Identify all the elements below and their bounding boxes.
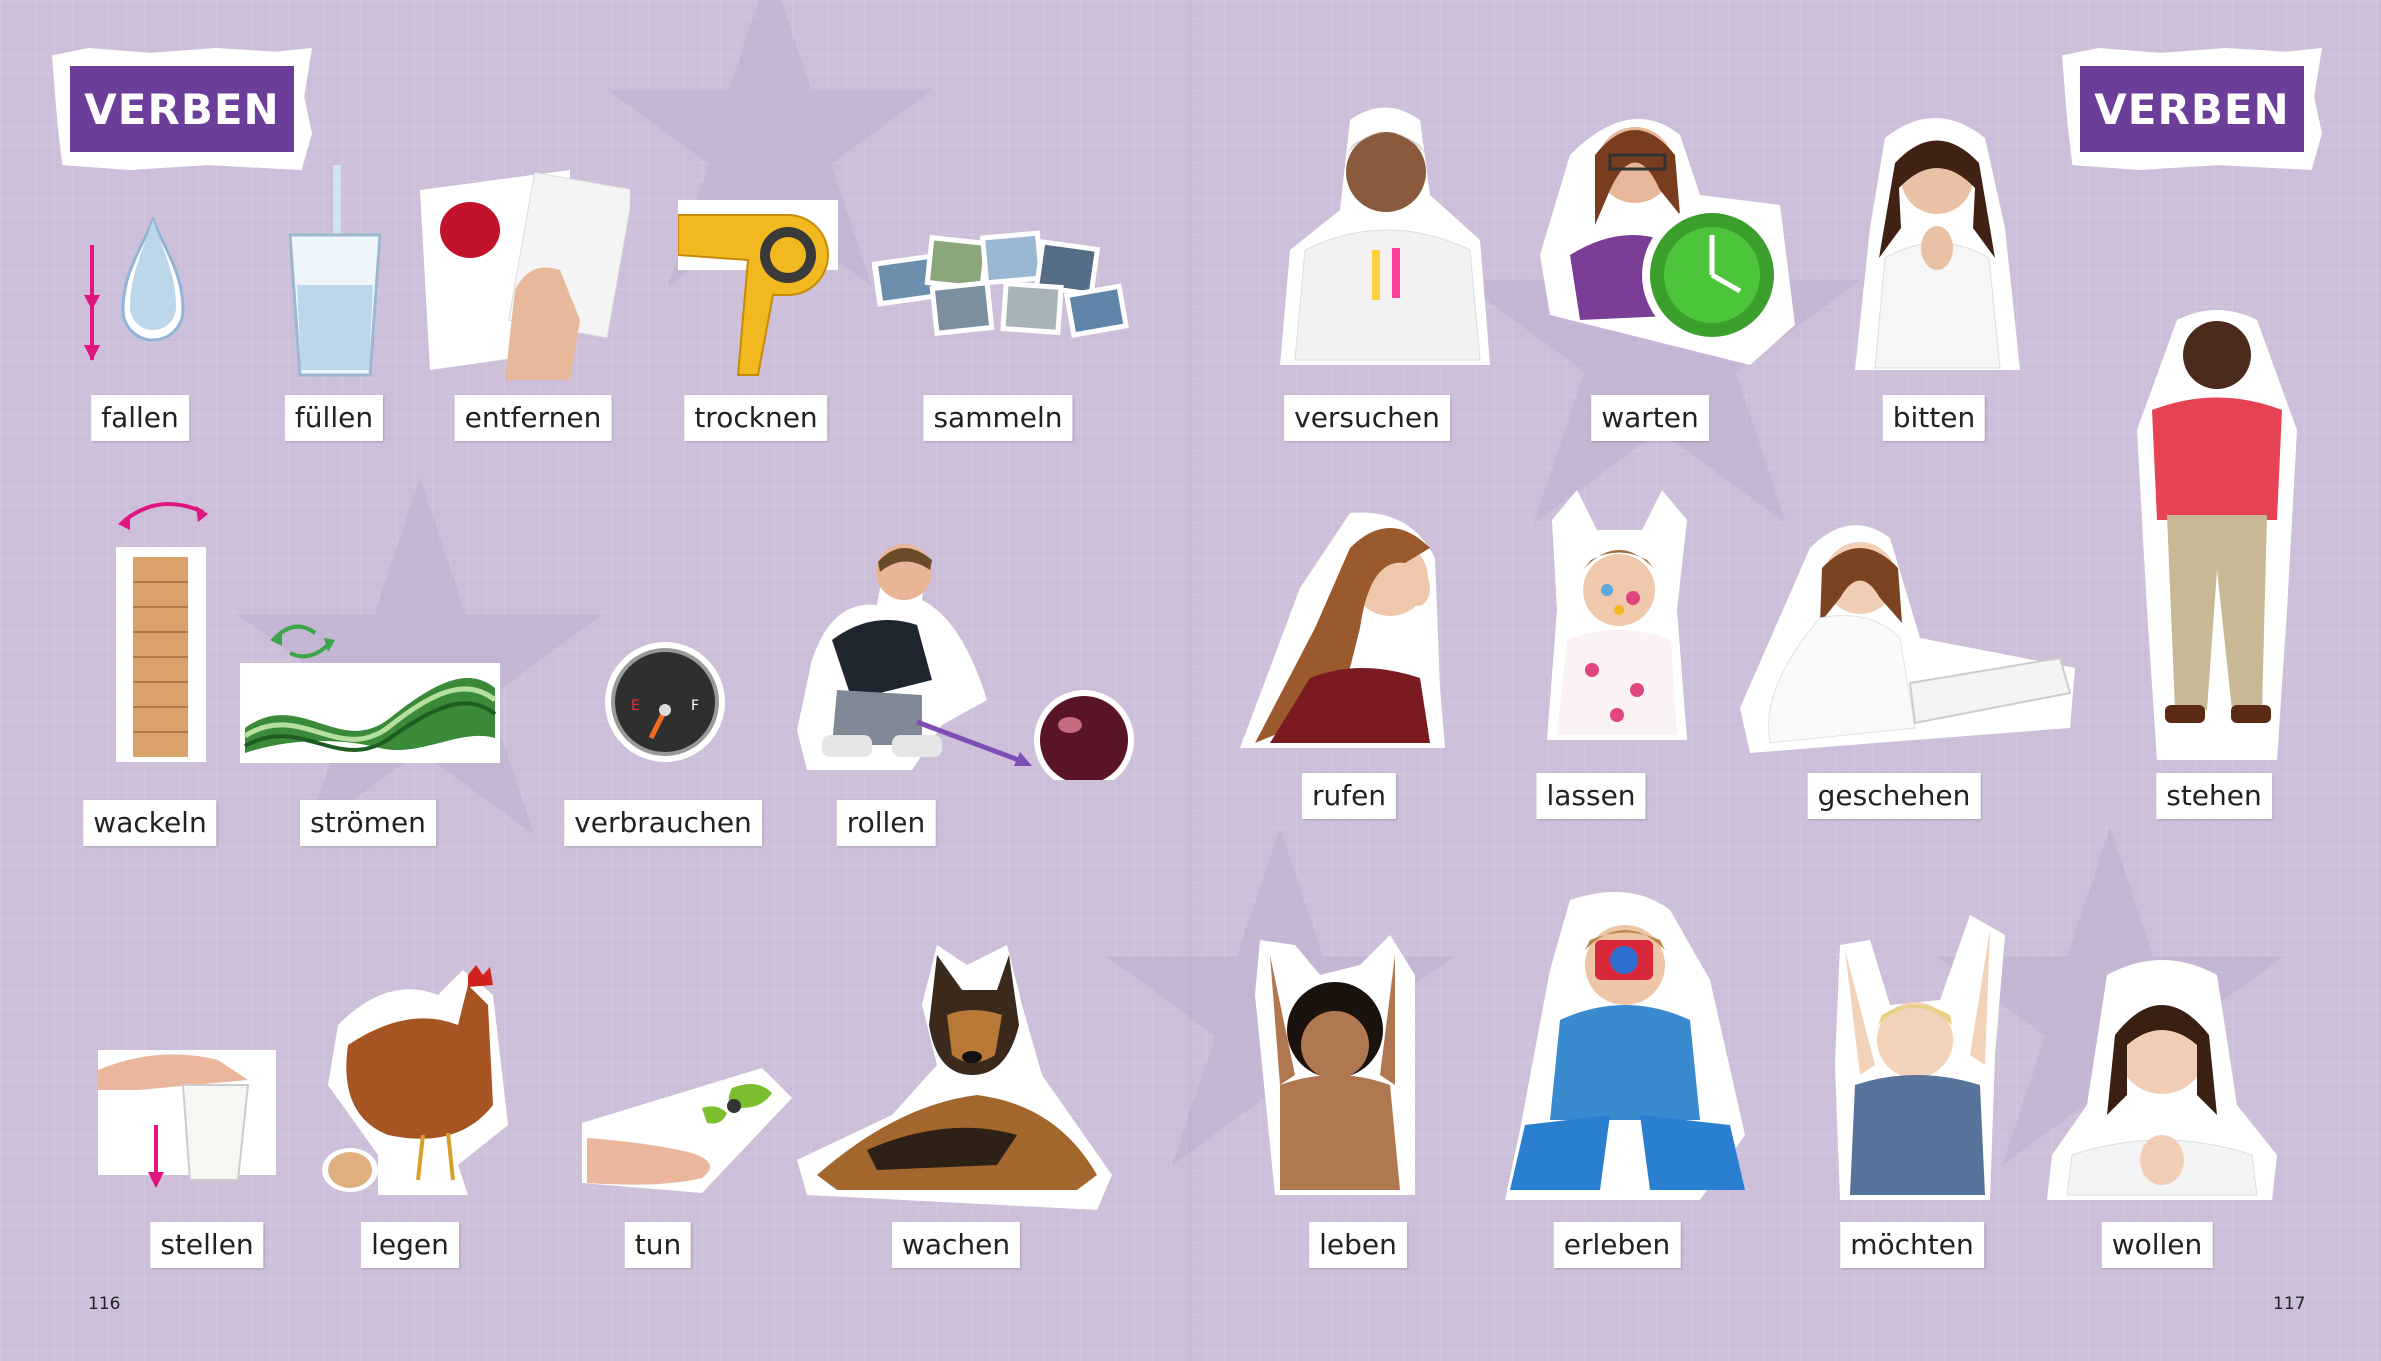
- girl-calling-icon: [1240, 512, 1445, 748]
- background-star-icon: [606, 0, 934, 287]
- word-label: wackeln: [83, 800, 217, 846]
- background-star-icon: [237, 477, 603, 835]
- baby-arms-up-icon: [1255, 935, 1415, 1195]
- page-number-right: 117: [2273, 1294, 2306, 1314]
- flowing-green-waves-icon: [240, 624, 500, 763]
- word-label: stehen: [2156, 773, 2272, 819]
- svg-text:E: E: [631, 698, 640, 714]
- word-label: bitten: [1882, 395, 1986, 441]
- word-label: leben: [1309, 1222, 1407, 1268]
- word-label: lassen: [1536, 773, 1646, 819]
- girl-with-cast-icon: [1740, 525, 2075, 753]
- photo-collection-icon: [872, 230, 1129, 338]
- word-label: stellen: [150, 1222, 264, 1268]
- lying-dog-icon: [797, 945, 1112, 1210]
- word-label: versuchen: [1284, 395, 1450, 441]
- word-label: strömen: [300, 800, 436, 846]
- word-label: erleben: [1553, 1222, 1681, 1268]
- hair-dryer-icon: [678, 200, 838, 376]
- wiping-stain-icon: [420, 170, 630, 380]
- wobbling-block-tower-icon: [116, 502, 208, 762]
- hand-spinning-fidget-spinner-icon: [582, 1068, 792, 1193]
- word-label: entfernen: [454, 395, 612, 441]
- svg-text:F: F: [691, 698, 699, 714]
- girl-painted-face-icon: [1547, 490, 1687, 740]
- word-label: tun: [624, 1222, 692, 1268]
- book-gutter: [1188, 0, 1194, 1361]
- glass-filling-water-icon: [288, 165, 382, 377]
- header-verben-right: VERBEN: [2062, 48, 2322, 170]
- hen-with-egg-icon: [322, 965, 508, 1195]
- word-label: wachen: [891, 1222, 1021, 1268]
- page-number-left: 116: [88, 1294, 121, 1314]
- word-label: möchten: [1840, 1222, 1984, 1268]
- girl-wanting-icon: [2047, 960, 2277, 1200]
- word-label: trocknen: [684, 395, 828, 441]
- word-label: rufen: [1301, 773, 1397, 819]
- word-label: füllen: [284, 395, 384, 441]
- header-verben-left: VERBEN: [52, 48, 312, 170]
- boy-wanting-icon: [1835, 915, 2005, 1200]
- girl-begging-icon: [1855, 118, 2020, 370]
- word-label: sammeln: [923, 395, 1073, 441]
- word-label: fallen: [91, 395, 189, 441]
- boy-rolling-ball-icon: [797, 544, 1134, 780]
- hand-placing-cup-icon: [98, 1050, 276, 1188]
- word-label: geschehen: [1807, 773, 1981, 819]
- word-label: legen: [361, 1222, 459, 1268]
- fuel-gauge-icon: E F: [605, 642, 725, 762]
- child-scientist-icon: [1280, 107, 1490, 365]
- header-title: VERBEN: [2080, 66, 2304, 152]
- child-with-camera-icon: [1505, 892, 1745, 1200]
- water-drop-falling-icon: [84, 216, 185, 361]
- header-title: VERBEN: [70, 66, 294, 152]
- woman-waiting-with-clock-icon: [1540, 119, 1795, 365]
- word-label: wollen: [2101, 1222, 2213, 1268]
- word-label: verbrauchen: [564, 800, 762, 846]
- word-label: warten: [1591, 395, 1709, 441]
- boy-standing-icon: [2137, 310, 2297, 760]
- word-label: rollen: [836, 800, 936, 846]
